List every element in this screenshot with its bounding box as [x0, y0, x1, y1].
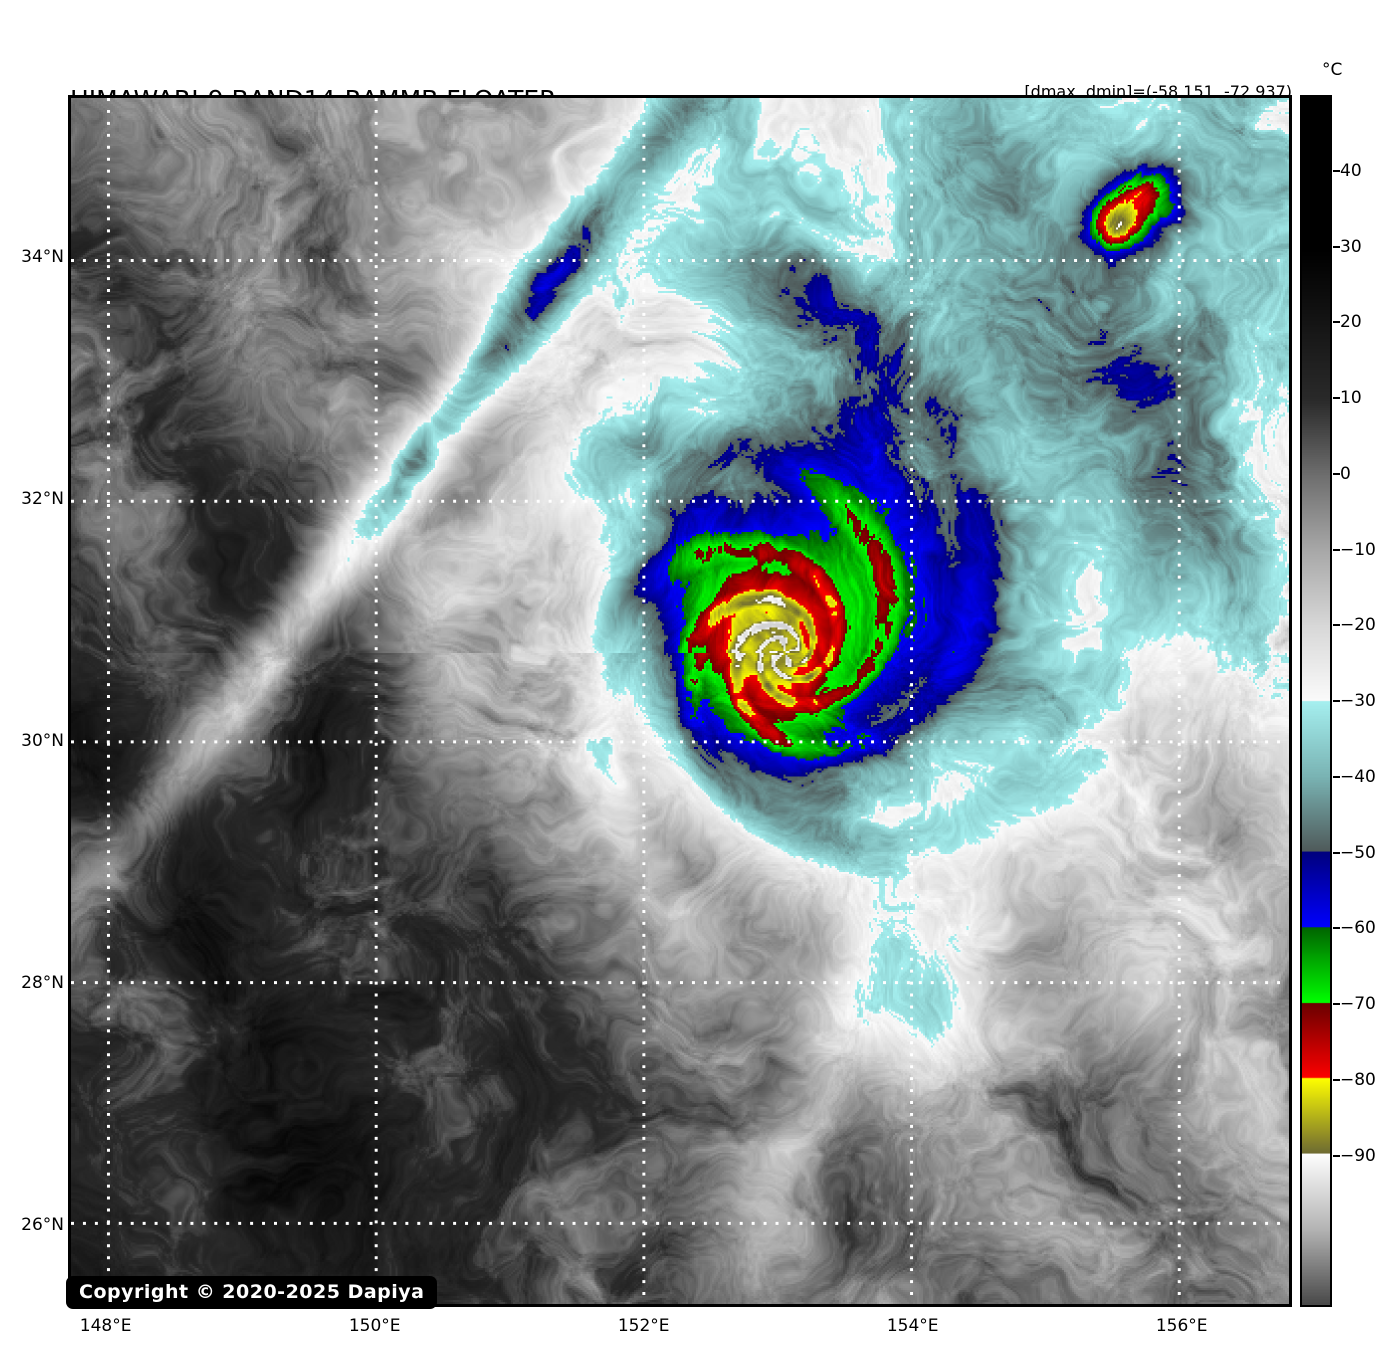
colorbar-tick [1333, 775, 1340, 778]
colorbar-tick [1333, 472, 1340, 475]
colorbar-tick [1333, 1154, 1340, 1157]
colorbar-tick-label: −90 [1340, 1145, 1376, 1166]
lat-lon-gridlines [71, 98, 1289, 1304]
colorbar-tick [1333, 321, 1340, 324]
colorbar-tick-label: 40 [1340, 160, 1362, 181]
longitude-tick-label: 156°E [1155, 1316, 1208, 1336]
colorbar-tick-label: −80 [1340, 1069, 1376, 1090]
latitude-tick-label: 34°N [21, 247, 64, 268]
colorbar-tick-label: 0 [1340, 463, 1351, 484]
satellite-imagery-canvas [71, 98, 1289, 1304]
colorbar-canvas [1302, 97, 1330, 1305]
colorbar-tick-label: −30 [1340, 691, 1376, 711]
colorbar-tick [1333, 851, 1340, 854]
colorbar-tick-label: −70 [1340, 994, 1376, 1014]
colorbar-tick-label: −40 [1340, 766, 1376, 787]
colorbar-unit-label: °C [1322, 60, 1343, 80]
colorbar-tick [1333, 1003, 1340, 1005]
colorbar-tick-label: −60 [1340, 918, 1376, 939]
colorbar-tick-label: 20 [1340, 312, 1362, 333]
colorbar-tick [1333, 624, 1340, 627]
longitude-tick-label: 148°E [79, 1316, 132, 1336]
temperature-colorbar [1300, 95, 1332, 1307]
latitude-tick-label: 32°N [21, 489, 64, 510]
colorbar-tick-label: −10 [1340, 539, 1376, 560]
latitude-tick-label: 26°N [21, 1214, 64, 1235]
longitude-tick-label: 150°E [348, 1316, 401, 1336]
colorbar-tick [1333, 700, 1340, 702]
latitude-tick-label: 30°N [21, 731, 64, 752]
satellite-image-plot [68, 95, 1292, 1307]
colorbar-tick [1333, 397, 1340, 399]
colorbar-tick [1333, 927, 1340, 930]
longitude-tick-label: 152°E [617, 1316, 670, 1336]
colorbar-tick-label: 30 [1340, 236, 1362, 257]
copyright-badge: Copyright © 2020-2025 Dapiya [66, 1276, 438, 1309]
colorbar-tick [1333, 548, 1340, 551]
colorbar-tick-label: 10 [1340, 388, 1362, 408]
colorbar-tick-label: −20 [1340, 615, 1376, 636]
colorbar-tick [1333, 245, 1340, 248]
longitude-tick-label: 154°E [886, 1316, 939, 1336]
colorbar-tick-label: −50 [1340, 842, 1376, 863]
colorbar-tick [1333, 1078, 1340, 1081]
latitude-tick-label: 28°N [21, 973, 64, 994]
colorbar-tick [1333, 169, 1340, 172]
